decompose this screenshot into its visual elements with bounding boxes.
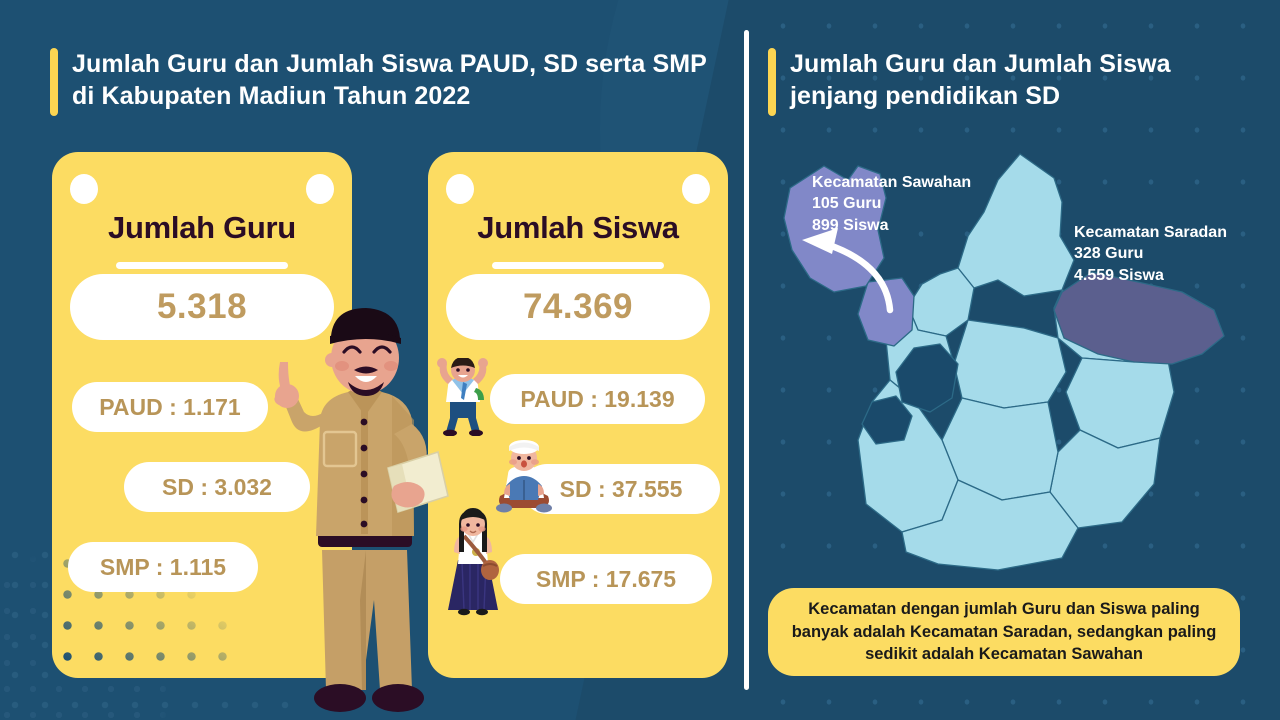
madiun-regency-map[interactable]	[762, 140, 1280, 580]
card-punch-hole-right	[682, 174, 710, 204]
map-label-saradan-siswa: 4.559 Siswa	[1074, 266, 1164, 284]
card-punch-hole-left	[70, 174, 98, 204]
map-district-north	[957, 153, 1075, 297]
total-guru-value: 5.318	[156, 287, 248, 326]
map-district-northwest	[907, 267, 975, 337]
card-title-underline	[492, 262, 664, 269]
map-label-saradan-guru: 328 Guru	[1074, 245, 1144, 263]
card-punch-hole-right	[306, 174, 334, 204]
map-district-dark-center	[895, 343, 959, 413]
siswa-smp-pill: SMP : 17.675	[500, 554, 712, 604]
siswa-sd-pill: SD : 37.555	[522, 464, 720, 514]
card-punch-hole-left	[446, 174, 474, 204]
guru-paud-label: PAUD : 1.171	[99, 393, 241, 420]
map-caption-box: Kecamatan dengan jumlah Guru dan Siswa p…	[768, 588, 1240, 676]
map-label-saradan: Kecamatan Saradan 328 Guru 4.559 Siswa	[1074, 222, 1227, 286]
map-label-sawahan-guru: 105 Guru	[812, 195, 882, 213]
title-accent-bar	[768, 48, 776, 116]
map-label-sawahan-siswa: 899 Siswa	[812, 216, 889, 234]
total-siswa-pill: 74.369	[446, 274, 710, 340]
guru-sd-label: SD : 3.032	[162, 473, 272, 500]
siswa-smp-label: SMP : 17.675	[535, 565, 677, 592]
map-label-sawahan-name: Kecamatan Sawahan	[812, 174, 972, 191]
siswa-paud-pill: PAUD : 19.139	[490, 374, 705, 424]
total-guru-pill: 5.318	[70, 274, 334, 340]
left-panel-title: Jumlah Guru dan Jumlah Siswa PAUD, SD se…	[50, 48, 710, 116]
left-title-text: Jumlah Guru dan Jumlah Siswa PAUD, SD se…	[72, 50, 707, 110]
map-district-sawahan-inplace	[857, 277, 915, 347]
card-title-guru: Jumlah Guru	[108, 210, 296, 245]
guru-smp-label: SMP : 1.115	[99, 553, 227, 580]
student-paud-illustration	[437, 358, 488, 436]
right-panel-title: Jumlah Guru dan Jumlah Siswa jenjang pen…	[768, 48, 1238, 116]
map-district-saradan	[1053, 271, 1225, 365]
map-label-saradan-name: Kecamatan Saradan	[1074, 224, 1227, 241]
map-district-central	[953, 319, 1067, 409]
teacher-illustration	[274, 308, 449, 712]
panel-divider	[744, 30, 749, 690]
total-siswa-value: 74.369	[522, 287, 634, 326]
card-title-siswa: Jumlah Siswa	[477, 210, 679, 245]
card-title-underline	[116, 262, 288, 269]
siswa-sd-label: SD : 37.555	[559, 475, 683, 502]
guru-sd-pill: SD : 3.032	[124, 462, 310, 512]
student-sd-illustration	[496, 440, 552, 513]
title-accent-bar	[50, 48, 58, 116]
guru-paud-pill: PAUD : 1.171	[72, 382, 268, 432]
map-district-south	[901, 479, 1079, 571]
map-callout-arrowhead	[802, 228, 838, 254]
map-caption-text: Kecamatan dengan jumlah Guru dan Siswa p…	[791, 599, 1217, 664]
siswa-paud-label: PAUD : 19.139	[520, 385, 675, 412]
guru-smp-pill: SMP : 1.115	[68, 542, 258, 592]
map-label-sawahan: Kecamatan Sawahan 105 Guru 899 Siswa	[812, 172, 971, 236]
map-callout-arrow	[822, 240, 894, 314]
right-title-text: Jumlah Guru dan Jumlah Siswa jenjang pen…	[790, 50, 1171, 110]
student-smp-illustration	[448, 508, 499, 616]
map-district-dark-west	[861, 395, 913, 445]
stat-card-siswa: Jumlah Siswa 74.369 PAUD : 19.139 SD : 3…	[428, 152, 728, 678]
